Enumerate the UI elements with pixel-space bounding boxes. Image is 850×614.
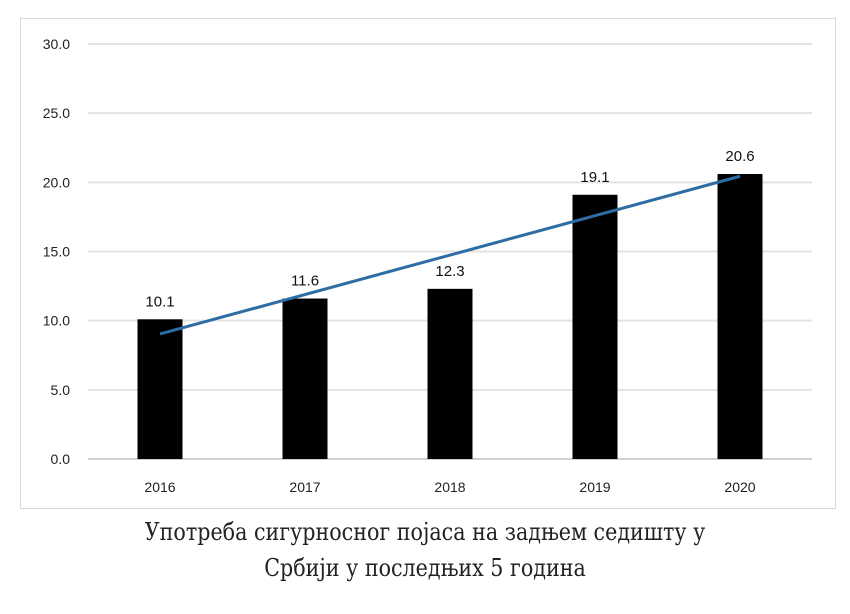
bar-2020	[717, 174, 763, 460]
y-tick-label: 0.0	[51, 451, 71, 467]
x-tick-label: 2020	[724, 479, 755, 495]
data-label: 19.1	[580, 169, 609, 186]
data-label: 11.6	[291, 273, 319, 290]
y-tick-label: 5.0	[51, 382, 71, 398]
bar-2017	[282, 298, 328, 459]
y-tick-label: 15.0	[43, 244, 70, 260]
y-tick-label: 30.0	[43, 36, 70, 52]
bar-2016	[137, 319, 183, 459]
bar-2018	[427, 288, 473, 459]
y-tick-label: 25.0	[43, 105, 70, 121]
x-tick-label: 2017	[289, 479, 320, 495]
data-label: 20.6	[725, 148, 754, 165]
data-label: 10.1	[145, 293, 174, 310]
data-label: 12.3	[435, 263, 464, 280]
x-tick-label: 2016	[144, 479, 175, 495]
chart-caption: Употреба сигурносног појаса на задњем се…	[60, 514, 791, 586]
trendline	[159, 174, 741, 336]
x-tick-label: 2019	[579, 479, 610, 495]
caption-line-1: Употреба сигурносног појаса на задњем се…	[144, 518, 706, 546]
y-tick-label: 10.0	[43, 313, 70, 329]
caption-line-2: Србији у последњих 5 година	[264, 554, 586, 582]
bar-2019	[572, 194, 618, 460]
x-tick-label: 2018	[434, 479, 465, 495]
y-tick-label: 20.0	[43, 174, 70, 190]
